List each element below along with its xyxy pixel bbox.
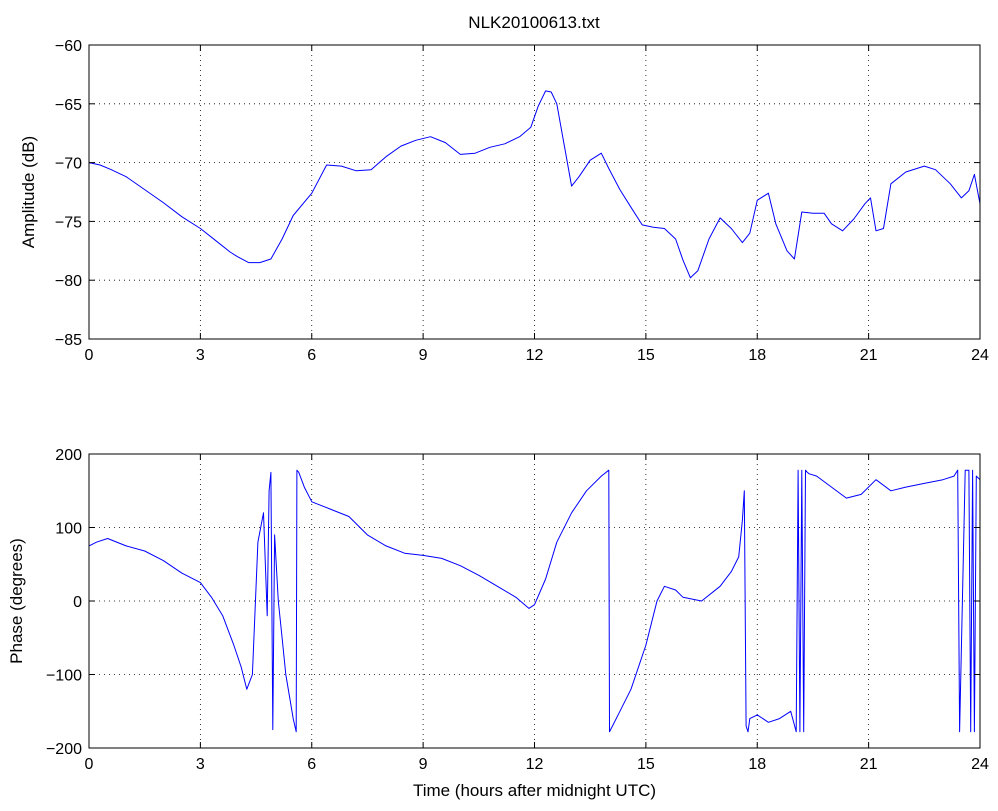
- phase-ytick-label-3: 100: [55, 521, 82, 538]
- amplitude-ytick-label-1: −80: [55, 273, 82, 290]
- amplitude-ylabel: Amplitude (dB): [19, 136, 38, 248]
- chart-title: NLK20100613.txt: [468, 13, 600, 32]
- amplitude-series-line-0: [88, 90, 981, 279]
- phase-xtick-label-1: 3: [196, 756, 205, 773]
- phase-xtick-label-3: 9: [419, 756, 428, 773]
- amplitude-ytick-label-4: −65: [55, 97, 82, 114]
- phase-xtick-label-4: 12: [526, 756, 544, 773]
- amplitude-xtick-label-7: 21: [860, 347, 878, 364]
- phase-ytick-label-0: −200: [46, 741, 82, 758]
- phase-xtick-label-7: 21: [860, 756, 878, 773]
- phase-panel: 0 3 6 9 12 15 18 21 24 −200 −100 0 100 200 Phase (degr…: [7, 447, 989, 800]
- amplitude-xtick-label-0: 0: [85, 347, 94, 364]
- phase-xtick-label-0: 0: [85, 756, 94, 773]
- phase-series-line-0: [88, 469, 981, 733]
- phase-xtick-label-6: 18: [748, 756, 766, 773]
- phase-xlabel: Time (hours after midnight UTC): [413, 781, 656, 800]
- amplitude-ytick-label-0: −85: [55, 332, 82, 349]
- amplitude-xtick-label-8: 24: [971, 347, 989, 364]
- phase-xtick-label-2: 6: [307, 756, 316, 773]
- phase-ytick-label-2: 0: [73, 594, 82, 611]
- amplitude-xtick-label-2: 6: [307, 347, 316, 364]
- amplitude-xtick-label-5: 15: [637, 347, 655, 364]
- amplitude-xtick-label-6: 18: [748, 347, 766, 364]
- phase-ytick-label-1: −100: [46, 668, 82, 685]
- amplitude-panel: 0 3 6 9 12 15 18 21 24 −85 −80 −75 −70 −65 −60 Amplitud…: [19, 38, 989, 364]
- phase-xtick-label-5: 15: [637, 756, 655, 773]
- phase-xtick-label-8: 24: [971, 756, 989, 773]
- phase-ytick-label-4: 200: [55, 447, 82, 464]
- amplitude-xtick-label-1: 3: [196, 347, 205, 364]
- amplitude-ytick-label-5: −60: [55, 38, 82, 55]
- phase-ylabel: Phase (degrees): [7, 538, 26, 664]
- amplitude-ytick-label-3: −70: [55, 156, 82, 173]
- amplitude-axes-frame: [88, 44, 981, 340]
- amplitude-xtick-label-4: 12: [526, 347, 544, 364]
- amplitude-xtick-label-3: 9: [419, 347, 428, 364]
- amplitude-ytick-label-2: −75: [55, 214, 82, 231]
